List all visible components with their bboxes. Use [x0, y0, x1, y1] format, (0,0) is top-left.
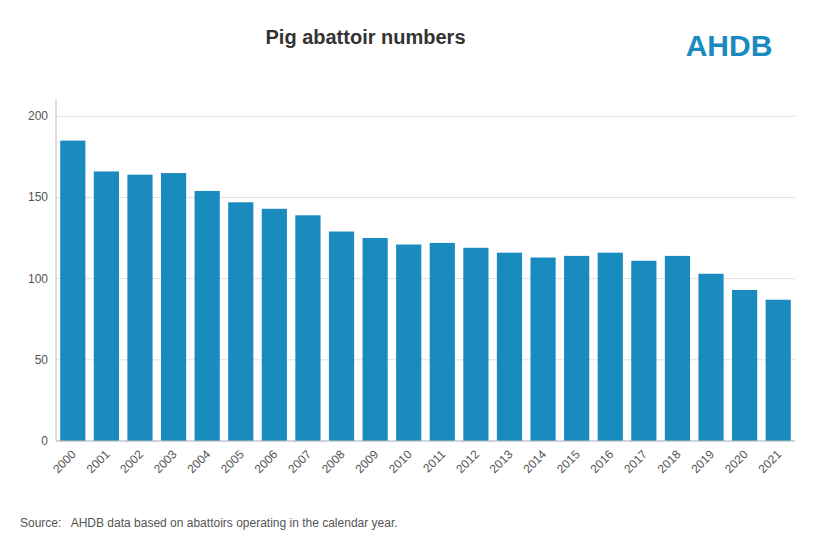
x-tick-label: 2006 — [252, 447, 281, 476]
x-tick-label: 2021 — [756, 447, 785, 476]
bar — [530, 258, 555, 441]
x-axis-line — [56, 441, 795, 442]
y-tick-label: 0 — [41, 434, 48, 448]
bar — [228, 202, 253, 441]
bar — [94, 171, 119, 441]
x-tick-label: 2015 — [554, 447, 583, 476]
y-tick-label: 150 — [28, 190, 48, 204]
title: Pig abattoir numbers — [265, 26, 465, 48]
x-tick-label: 2000 — [50, 447, 79, 476]
chart-svg: 0 50 100 150 200 2000200120022003200420052006… — [0, 0, 819, 541]
bar — [732, 290, 757, 441]
grid — [56, 116, 795, 441]
x-tick-label: 2016 — [588, 447, 617, 476]
bar — [396, 245, 421, 441]
x-tick-label: 2011 — [420, 447, 448, 475]
y-tick-label: 50 — [35, 353, 49, 367]
x-tick-label: 2003 — [151, 447, 180, 476]
x-tick-label: 2008 — [319, 447, 348, 476]
bar — [262, 209, 287, 441]
grid-line — [56, 441, 795, 442]
x-tick-label: 2010 — [386, 447, 415, 476]
x-tick-label: 2001 — [84, 447, 113, 476]
bar — [161, 173, 186, 441]
x-tick-label: 2002 — [117, 447, 146, 476]
x-tick-label: 2005 — [218, 447, 247, 476]
x-tick-label: 2004 — [184, 447, 213, 476]
bar — [127, 175, 152, 441]
x-tick-label: 2007 — [285, 447, 314, 476]
bars — [60, 141, 791, 441]
bar — [698, 274, 723, 441]
x-tick-label: 2018 — [655, 447, 684, 476]
x-tick-label: 2012 — [453, 447, 482, 476]
bar — [60, 141, 85, 441]
bar — [363, 238, 388, 441]
y-tick-label: 200 — [28, 109, 48, 123]
source-text: Source: AHDB data based on abattoirs ope… — [20, 516, 398, 530]
y-tick-label: 100 — [28, 272, 48, 286]
bar — [463, 248, 488, 441]
bar — [665, 256, 690, 441]
y-axis-line — [56, 100, 57, 441]
bar — [430, 243, 455, 441]
x-tick-label: 2017 — [621, 447, 650, 476]
bar — [598, 253, 623, 441]
bar — [295, 215, 320, 441]
bar — [195, 191, 220, 441]
x-tick-label: 2019 — [688, 447, 717, 476]
x-tick-label: 2013 — [487, 447, 516, 476]
x-tick-label: 2009 — [352, 447, 381, 476]
bar — [497, 253, 522, 441]
x-tick-label: 2020 — [722, 447, 751, 476]
logo-text: AHDB — [686, 29, 773, 62]
x-tick-label: 2014 — [520, 447, 549, 476]
bar — [329, 232, 354, 441]
bar — [766, 300, 791, 441]
bar — [631, 261, 656, 441]
grid-line — [56, 116, 795, 117]
bar — [564, 256, 589, 441]
chart-container: 0 50 100 150 200 2000200120022003200420052006… — [0, 0, 819, 541]
